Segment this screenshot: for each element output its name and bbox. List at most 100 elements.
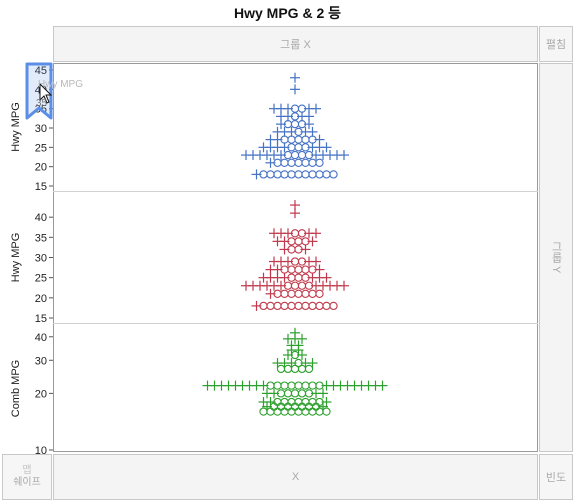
y-axis-label: Hwy MPG — [10, 102, 22, 152]
y-tick-label: 25 — [35, 273, 47, 285]
y-axes: 15 20 25 30 35 40 45 Hwy MPG 15 20 25 30 35 40 Hwy MPG… — [10, 65, 538, 457]
plus-marker — [339, 150, 349, 161]
circle-marker — [273, 301, 282, 311]
circle-marker — [308, 170, 317, 179]
plus-marker — [311, 256, 321, 267]
y-tick-label: 20 — [35, 162, 47, 174]
circle-marker — [294, 265, 303, 274]
y-tick-label: 25 — [35, 142, 47, 154]
y-tick-label: 45 — [35, 65, 47, 77]
circle-marker — [301, 289, 310, 298]
circle-marker — [280, 289, 289, 298]
plus-marker — [321, 142, 332, 153]
plus-marker — [307, 236, 318, 247]
circle-marker — [297, 281, 307, 290]
circle-marker — [308, 158, 317, 167]
circle-marker — [308, 289, 317, 298]
circle-marker — [290, 389, 300, 398]
circle-marker — [322, 170, 331, 179]
circle-marker — [315, 158, 324, 167]
circle-marker — [266, 407, 275, 416]
circle-marker — [322, 301, 331, 311]
circle-marker — [283, 389, 293, 398]
circle-marker — [329, 301, 338, 311]
drag-ghost-value: 35 — [36, 98, 48, 109]
drag-ghost-label: Hwy MPG — [38, 79, 83, 90]
x-dropzone[interactable]: X — [53, 454, 538, 500]
circle-marker — [304, 364, 314, 374]
circle-marker — [315, 289, 324, 298]
y-tick-label: 15 — [35, 181, 47, 193]
x-label: X — [291, 471, 300, 483]
circle-marker — [287, 301, 296, 311]
circle-marker — [294, 170, 303, 179]
y-tick-label: 30 — [35, 253, 47, 265]
y-axis-label: Comb MPG — [10, 360, 22, 417]
plus-marker — [311, 228, 321, 239]
circle-marker — [273, 381, 282, 390]
y-tick-label: 10 — [35, 445, 47, 457]
y-tick-label: 40 — [35, 212, 47, 224]
circle-marker — [283, 364, 293, 374]
circle-marker — [301, 135, 310, 144]
plus-marker — [307, 126, 318, 137]
circle-marker — [308, 407, 317, 416]
circle-marker — [301, 407, 310, 416]
plus-marker — [297, 350, 307, 361]
group-y-dropzone[interactable]: 그룹 Y — [539, 63, 573, 452]
plus-marker — [377, 380, 388, 391]
drag-drop-highlight — [25, 62, 53, 120]
y-tick-label: 40 — [35, 332, 47, 344]
y-tick-label: 30 — [35, 355, 47, 367]
circle-marker — [294, 301, 303, 311]
plus-marker — [311, 103, 321, 114]
circle-marker — [294, 381, 303, 390]
y-tick-label: 20 — [35, 388, 47, 400]
y-axis-label: Hwy MPG — [10, 233, 22, 283]
plus-marker — [321, 272, 332, 283]
circle-marker — [294, 158, 303, 167]
plus-marker — [290, 84, 300, 95]
circle-marker — [294, 237, 303, 246]
circle-marker — [294, 407, 303, 416]
circle-marker — [301, 158, 310, 167]
circle-marker — [280, 158, 289, 167]
circle-marker — [290, 119, 300, 129]
circle-marker — [273, 170, 282, 179]
circle-marker — [287, 265, 296, 274]
circle-marker — [294, 289, 303, 298]
circle-marker — [297, 364, 307, 374]
freq-dropzone[interactable]: 빈도 — [539, 454, 573, 500]
circle-marker — [294, 135, 303, 144]
plot-marks — [202, 72, 388, 416]
circle-marker — [287, 158, 296, 167]
circle-marker — [294, 143, 303, 152]
group-x-label: 그룹 X — [280, 39, 311, 51]
circle-marker — [290, 281, 300, 290]
y-tick-label: 20 — [35, 293, 47, 305]
circle-marker — [287, 170, 296, 179]
circle-marker — [315, 170, 324, 179]
map-shape-dropzone[interactable]: 맵 쉐이프 — [2, 454, 52, 500]
circle-marker — [276, 364, 286, 374]
circle-marker — [297, 150, 307, 160]
circle-marker — [322, 407, 331, 416]
map-shape-label: 쉐이프 — [13, 477, 41, 488]
circle-marker — [301, 265, 310, 274]
y-tick-label: 35 — [35, 232, 47, 244]
circle-marker — [259, 407, 268, 416]
plus-marker — [297, 333, 307, 344]
circle-marker — [301, 301, 310, 311]
circle-marker — [266, 170, 275, 179]
circle-marker — [315, 407, 324, 416]
wrap-dropzone[interactable]: 펼침 — [539, 26, 573, 62]
y-tick-label: 30 — [35, 123, 47, 135]
freq-label: 빈도 — [545, 472, 567, 484]
circle-marker — [287, 381, 296, 390]
circle-marker — [290, 364, 300, 374]
y-tick-label: 15 — [35, 313, 47, 325]
circle-marker — [280, 381, 289, 390]
plus-marker — [300, 244, 311, 255]
group-x-dropzone[interactable]: 그룹 X — [53, 26, 538, 62]
plus-marker — [304, 119, 314, 130]
